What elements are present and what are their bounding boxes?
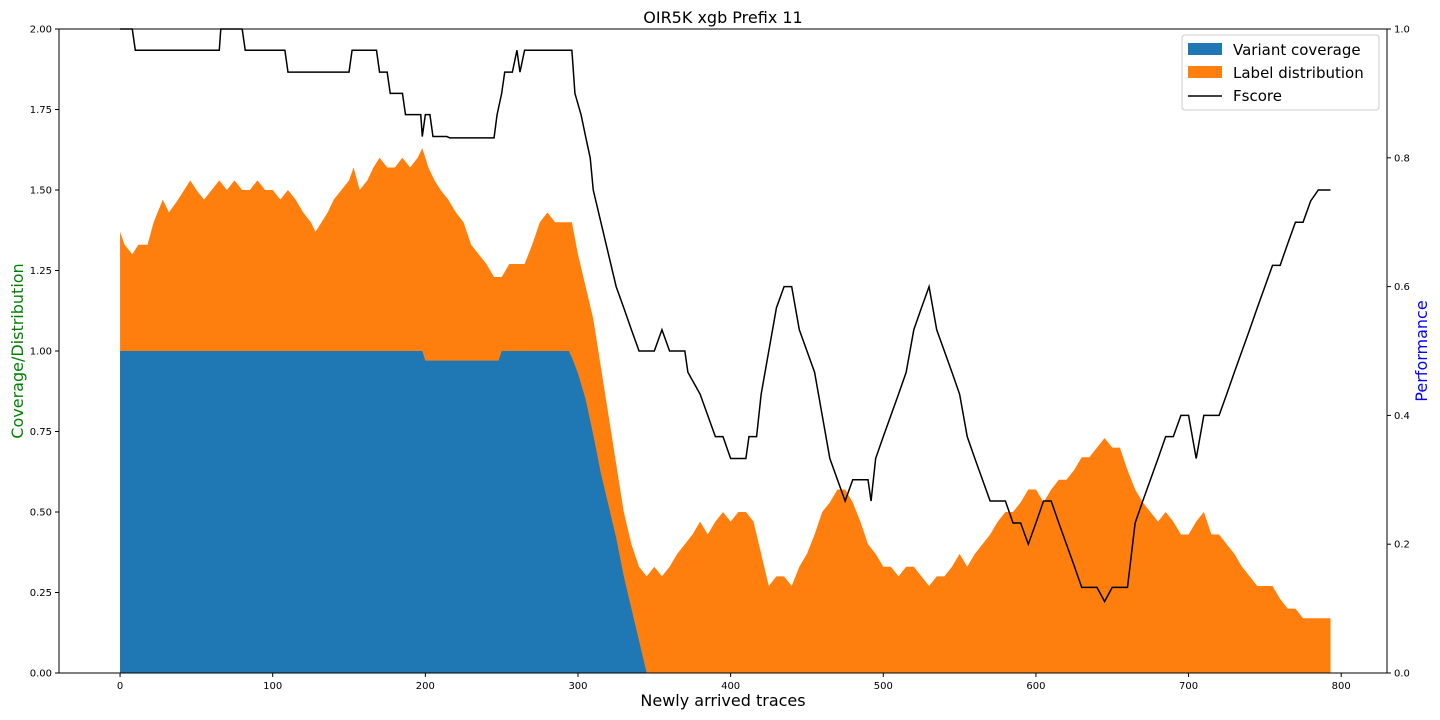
x-tick-label: 800 — [1332, 681, 1351, 692]
y-axis-left-label: Coverage/Distribution — [8, 263, 27, 438]
plot-lines — [120, 28, 1331, 604]
x-axis: 0 100 200 300 400 500 600 700 800 — [117, 673, 1351, 692]
legend-box — [1181, 34, 1380, 111]
x-tick-label: 400 — [721, 681, 740, 692]
x-tick-label: 0 — [117, 681, 123, 692]
x-axis-label: Newly arrived traces — [640, 691, 805, 710]
chart-title: OIR5K xgb Prefix 11 — [643, 8, 802, 27]
y-right-tick-label: 0.8 — [1394, 153, 1410, 164]
y-left-tick-label: 0.75 — [30, 427, 52, 438]
x-tick-label: 100 — [263, 681, 282, 692]
legend-label-variant-coverage: Variant coverage — [1233, 41, 1361, 59]
x-tick-label: 700 — [1179, 681, 1198, 692]
legend-label-label-distribution: Label distribution — [1233, 64, 1364, 82]
y-left-tick-label: 1.50 — [30, 186, 52, 197]
legend-swatch-label-distribution — [1188, 66, 1222, 78]
legend-swatch-variant-coverage — [1188, 43, 1222, 55]
y-right-tick-label: 0.0 — [1394, 669, 1410, 680]
y-left-tick-label: 0.25 — [30, 588, 52, 599]
y-right-tick-label: 0.4 — [1394, 411, 1410, 422]
x-tick-label: 600 — [1026, 681, 1045, 692]
y-left-tick-label: 1.25 — [30, 266, 52, 277]
y-left-tick-label: 1.75 — [30, 105, 52, 116]
y-left-tick-label: 0.00 — [30, 669, 52, 680]
legend-label-fscore: Fscore — [1233, 87, 1282, 105]
x-tick-label: 300 — [568, 681, 587, 692]
y-left-tick-label: 1.00 — [30, 347, 52, 358]
x-tick-label: 200 — [416, 681, 435, 692]
fscore-line — [120, 28, 1331, 604]
y-left-tick-label: 2.00 — [30, 25, 52, 36]
y-right-tick-label: 0.2 — [1394, 540, 1410, 551]
x-tick-label: 500 — [874, 681, 893, 692]
y-left-tick-label: 0.50 — [30, 508, 52, 519]
legend: Variant coverage Label distribution Fsco… — [1181, 34, 1380, 111]
y-right-tick-label: 0.6 — [1394, 282, 1410, 293]
variant-coverage-area — [120, 351, 1331, 673]
y-axis-left: 0.00 0.25 0.50 0.75 1.00 1.25 1.50 1.75 2.00 — [30, 25, 59, 680]
y-right-tick-label: 1.0 — [1394, 25, 1410, 36]
y-axis-right: 0.0 0.2 0.4 0.6 0.8 1.0 — [1387, 25, 1410, 680]
y-axis-right-label: Performance — [1412, 300, 1431, 401]
